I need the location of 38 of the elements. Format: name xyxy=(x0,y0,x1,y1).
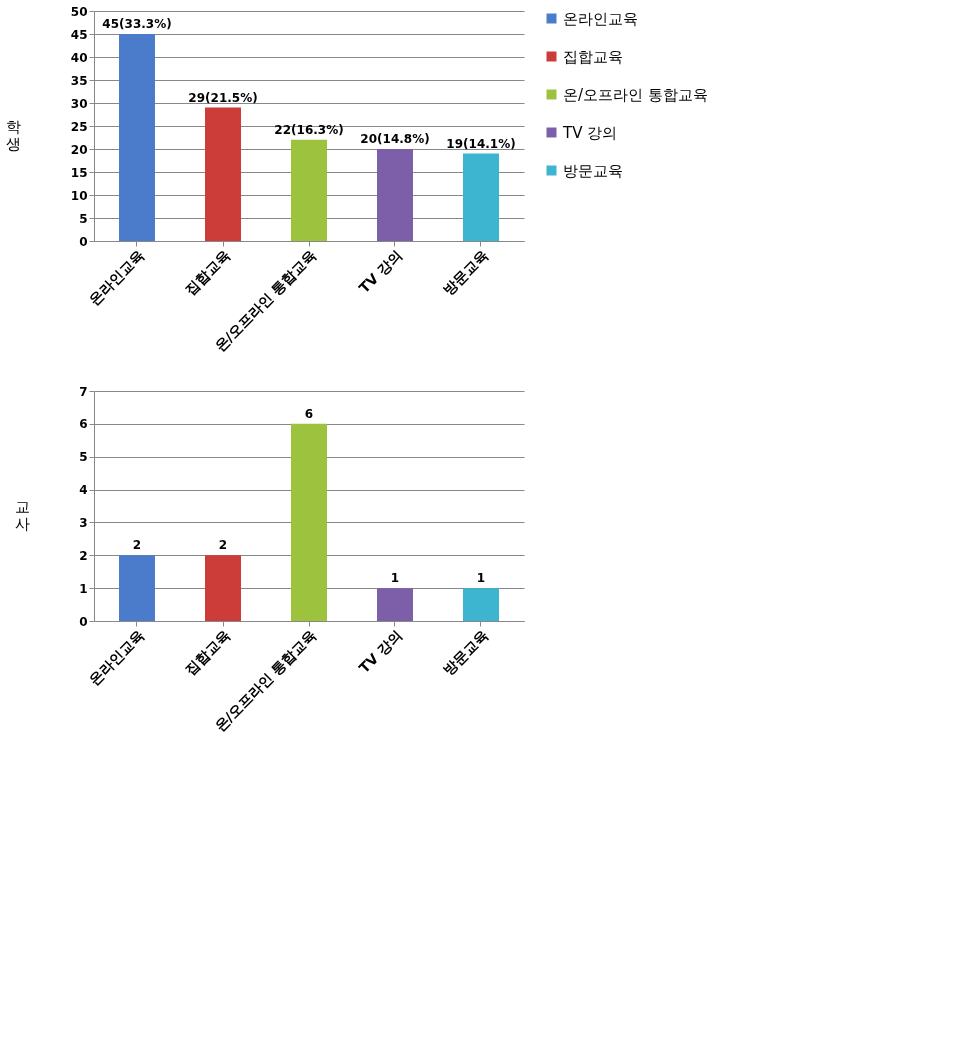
legend-label: 방문교육 xyxy=(563,161,623,180)
legend-label: 집합교육 xyxy=(563,47,623,66)
data-label: 6 xyxy=(304,406,314,421)
y-tick-label: 0 xyxy=(79,614,88,629)
y-tick-label: 0 xyxy=(79,234,88,249)
y-tick-label: 6 xyxy=(79,417,88,432)
data-label: 29(21.5%) xyxy=(188,90,258,105)
y-tick-label: 2 xyxy=(79,548,88,563)
y-tick-label: 5 xyxy=(79,211,88,226)
y-tick-label: 5 xyxy=(79,450,88,465)
legend-label: 온라인교육 xyxy=(563,9,638,28)
y-axis-title: 교사 xyxy=(14,497,30,533)
y-tick-label: 7 xyxy=(79,384,88,399)
y-tick-label: 50 xyxy=(70,4,88,19)
y-tick-label: 45 xyxy=(70,27,88,42)
y-tick-label: 4 xyxy=(79,483,88,498)
data-label: 20(14.8%) xyxy=(360,132,430,146)
data-label: 1 xyxy=(476,571,486,586)
data-label: 2 xyxy=(218,538,228,553)
y-tick-label: 25 xyxy=(70,119,88,134)
y-tick-label: 1 xyxy=(79,581,88,596)
x-tick-label: TV 강의 xyxy=(355,247,405,297)
y-tick-label: 15 xyxy=(70,165,88,180)
data-label: 45(33.3%) xyxy=(102,17,172,31)
y-tick-label: 10 xyxy=(70,188,88,203)
y-axis-title: 학생 xyxy=(6,117,22,153)
y-tick-label: 35 xyxy=(70,73,88,88)
legend-label: TV 강의 xyxy=(562,123,618,142)
y-tick-label: 3 xyxy=(79,515,88,530)
y-tick-label: 20 xyxy=(70,142,88,157)
data-label: 19(14.1%) xyxy=(446,136,516,151)
legend-label: 온/오프라인 통합교육 xyxy=(563,85,708,104)
x-tick-label: TV 강의 xyxy=(355,627,405,677)
data-label: 22(16.3%) xyxy=(274,122,344,137)
y-tick-label: 30 xyxy=(70,96,88,111)
y-tick-label: 40 xyxy=(70,50,88,65)
data-label: 1 xyxy=(390,571,400,586)
data-label: 2 xyxy=(132,538,142,553)
